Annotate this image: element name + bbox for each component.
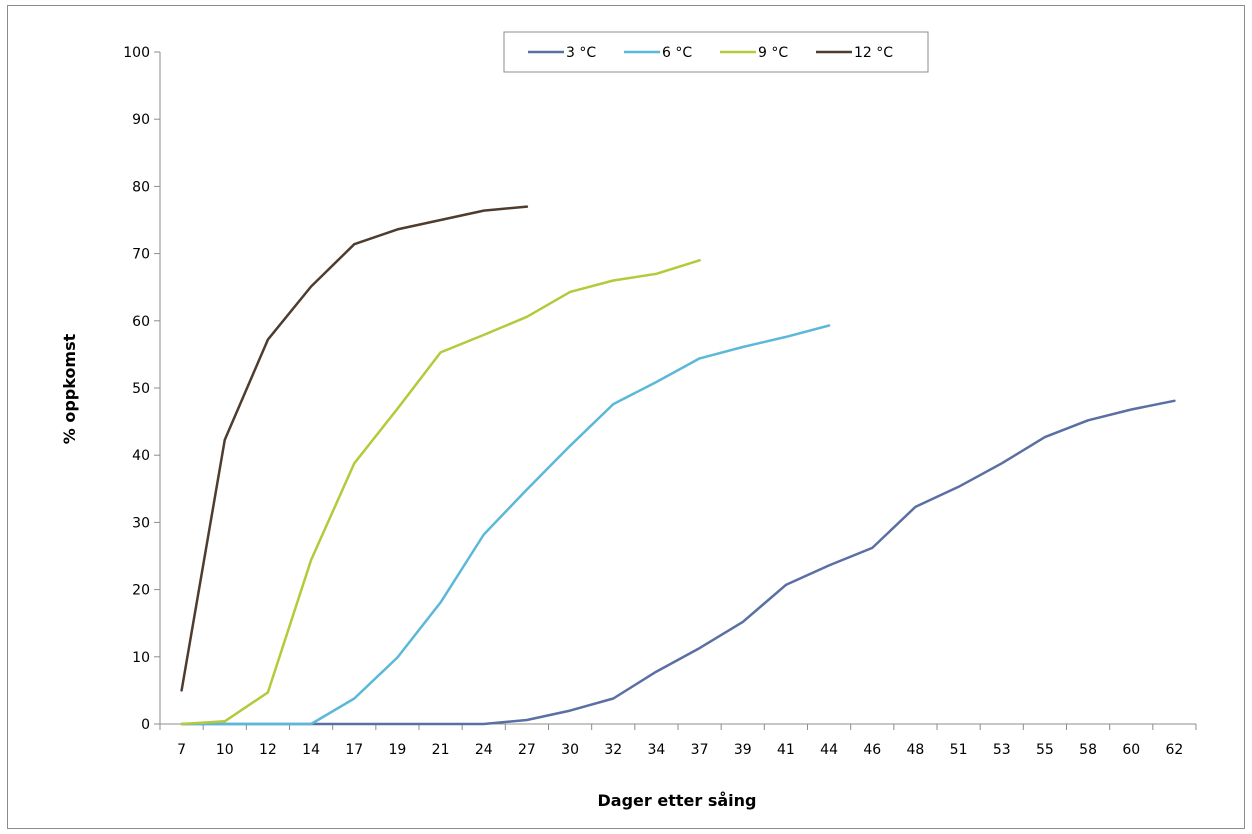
y-tick-label: 80 — [132, 179, 150, 195]
x-tick-label: 44 — [820, 742, 838, 758]
x-tick-label: 19 — [389, 742, 407, 758]
legend-label-4: 12 °C — [854, 45, 893, 61]
x-tick-label: 27 — [518, 742, 536, 758]
y-tick-label: 40 — [132, 448, 150, 464]
y-tick-label: 10 — [132, 650, 150, 666]
series-line-3 — [180, 259, 701, 726]
legend-box — [503, 31, 929, 73]
x-tick-label: 30 — [561, 742, 579, 758]
x-tick-label: 17 — [345, 742, 363, 758]
legend-label-1: 3 °C — [566, 45, 596, 61]
x-tick-label: 60 — [1122, 742, 1140, 758]
legend: 3 °C 6 °C 9 °C 12 °C — [503, 31, 929, 73]
y-tick-label: 70 — [132, 247, 150, 263]
x-tick-label: 41 — [777, 742, 795, 758]
series-group — [180, 205, 1176, 726]
x-axis-title: Dager etter såing — [598, 791, 757, 810]
y-tick-label: 20 — [132, 583, 150, 599]
x-tick-label: 46 — [863, 742, 881, 758]
x-tick-label: 7 — [177, 742, 186, 758]
y-tick-label: 60 — [132, 314, 150, 330]
y-tick-label: 90 — [132, 112, 150, 128]
y-axis-title: % oppkomst — [60, 333, 79, 444]
x-tick-label: 14 — [302, 742, 320, 758]
x-tick-label: 32 — [604, 742, 622, 758]
x-tick-label: 48 — [907, 742, 925, 758]
x-tick-label: 21 — [432, 742, 450, 758]
x-tick-label: 51 — [950, 742, 968, 758]
x-tick-label: 10 — [216, 742, 234, 758]
series-line-2 — [180, 324, 831, 726]
x-tick-label: 55 — [1036, 742, 1054, 758]
x-tick-label: 12 — [259, 742, 277, 758]
x-tick-label: 39 — [734, 742, 752, 758]
legend-label-2: 6 °C — [662, 45, 692, 61]
legend-label-3: 9 °C — [758, 45, 788, 61]
x-tick-label: 37 — [691, 742, 709, 758]
y-tick-label: 50 — [132, 381, 150, 397]
x-tick-label: 62 — [1166, 742, 1184, 758]
y-tick-label: 0 — [141, 717, 150, 733]
x-tick-label: 53 — [993, 742, 1011, 758]
series-line-1 — [180, 399, 1176, 726]
x-tick-label: 34 — [648, 742, 666, 758]
y-tick-label: 100 — [123, 45, 150, 61]
x-tick-label: 58 — [1079, 742, 1097, 758]
y-tick-label: 30 — [132, 515, 150, 531]
series-line-4 — [180, 205, 529, 692]
x-tick-label: 24 — [475, 742, 493, 758]
axes: 0 10 20 30 40 50 60 70 80 90 100 7 10 12 14 17 19 21 24 27 3… — [123, 45, 1197, 758]
